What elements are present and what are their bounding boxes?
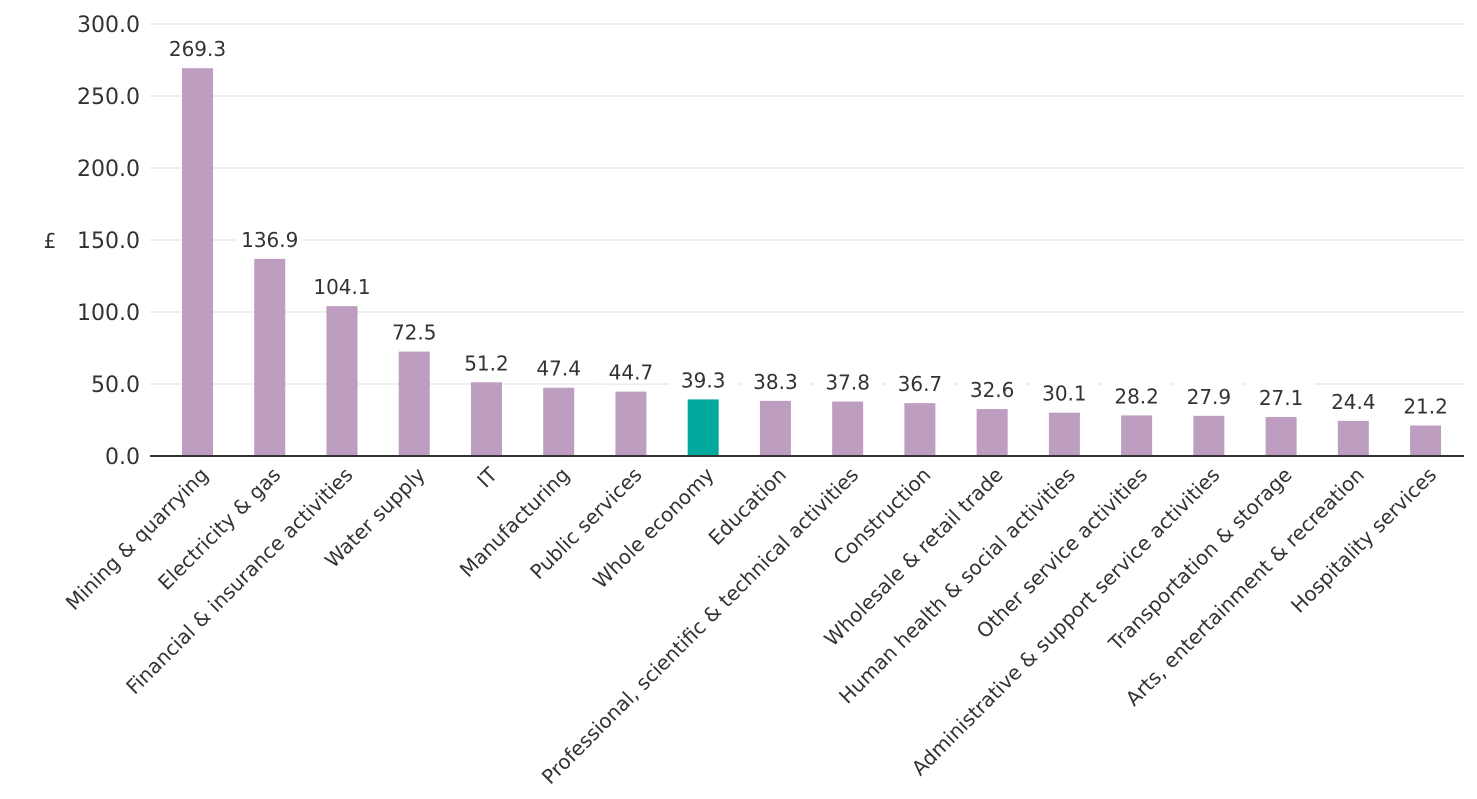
bar bbox=[398, 351, 430, 456]
x-tick-label: Electricity & gas bbox=[153, 463, 285, 595]
data-label: 104.1 bbox=[313, 275, 370, 299]
bar bbox=[182, 68, 213, 456]
data-label: 136.9 bbox=[241, 228, 298, 252]
y-tick-label: 300.0 bbox=[77, 13, 140, 38]
bar bbox=[976, 409, 1008, 456]
bar bbox=[687, 399, 719, 456]
data-label: 24.4 bbox=[1331, 390, 1376, 414]
bar bbox=[904, 403, 936, 456]
data-label: 37.8 bbox=[825, 371, 870, 395]
y-axis-label: £ bbox=[44, 229, 57, 253]
data-label-background bbox=[958, 375, 1027, 402]
bar bbox=[615, 391, 647, 456]
bar bbox=[1410, 425, 1442, 456]
data-label-background bbox=[1319, 386, 1388, 413]
y-axis-ticks: 0.0 50.0 100.0 150.0 200.0 250.0 300.0 bbox=[77, 13, 140, 470]
data-label-background bbox=[596, 357, 665, 384]
data-label-background bbox=[163, 34, 232, 61]
y-tick-label: 100.0 bbox=[77, 301, 140, 326]
x-tick-label: IT bbox=[472, 462, 502, 492]
gridlines bbox=[150, 23, 1464, 385]
bar bbox=[759, 400, 791, 456]
bar bbox=[326, 306, 358, 456]
data-label-background bbox=[235, 224, 304, 251]
data-label-background bbox=[1391, 391, 1460, 418]
data-label-background bbox=[452, 348, 521, 375]
data-label-background bbox=[1174, 381, 1243, 408]
data-label: 51.2 bbox=[464, 351, 509, 375]
bar bbox=[254, 258, 286, 456]
data-label: 38.3 bbox=[753, 370, 798, 394]
data-label-background bbox=[741, 366, 810, 393]
y-tick-label: 50.0 bbox=[91, 373, 140, 398]
data-label: 27.9 bbox=[1187, 385, 1232, 409]
data-label: 44.7 bbox=[609, 361, 654, 385]
data-label: 27.1 bbox=[1259, 386, 1304, 410]
data-label: 28.2 bbox=[1114, 384, 1159, 408]
data-label: 36.7 bbox=[898, 372, 943, 396]
bar bbox=[1121, 415, 1153, 456]
y-tick-label: 250.0 bbox=[77, 85, 140, 110]
data-label: 21.2 bbox=[1403, 394, 1448, 418]
bar bbox=[543, 387, 575, 456]
y-tick-label: 200.0 bbox=[77, 157, 140, 182]
x-tick-label: Mining & quarrying bbox=[61, 463, 213, 615]
bar bbox=[832, 401, 864, 456]
data-label-background bbox=[380, 317, 449, 344]
y-tick-label: 0.0 bbox=[105, 445, 140, 470]
data-label: 39.3 bbox=[681, 368, 726, 392]
data-label-background bbox=[813, 367, 882, 394]
bar bbox=[470, 382, 502, 456]
bar bbox=[1048, 412, 1080, 456]
data-label-background bbox=[885, 369, 954, 396]
data-label: 32.6 bbox=[970, 378, 1015, 402]
data-label-background bbox=[669, 365, 738, 392]
data-label: 30.1 bbox=[1042, 382, 1087, 406]
bar bbox=[1193, 415, 1225, 456]
data-label-background bbox=[1030, 378, 1099, 405]
x-tick-label: Whole economy bbox=[588, 462, 719, 593]
bars: 269.3 136.9 104.1 72.5 51.2 47.4 44.7 39.3 38.3 3… bbox=[163, 34, 1460, 456]
data-label-background bbox=[1247, 382, 1316, 409]
data-label-background bbox=[1102, 381, 1171, 408]
bar bbox=[1337, 420, 1369, 456]
data-label-background bbox=[307, 272, 376, 299]
data-label: 269.3 bbox=[169, 37, 226, 61]
bar bbox=[1265, 416, 1297, 456]
data-label: 47.4 bbox=[536, 357, 581, 381]
data-label: 72.5 bbox=[392, 321, 437, 345]
y-tick-label: 150.0 bbox=[77, 229, 140, 254]
data-label-background bbox=[524, 353, 593, 380]
x-tick-label: Hospitality services bbox=[1286, 463, 1441, 618]
